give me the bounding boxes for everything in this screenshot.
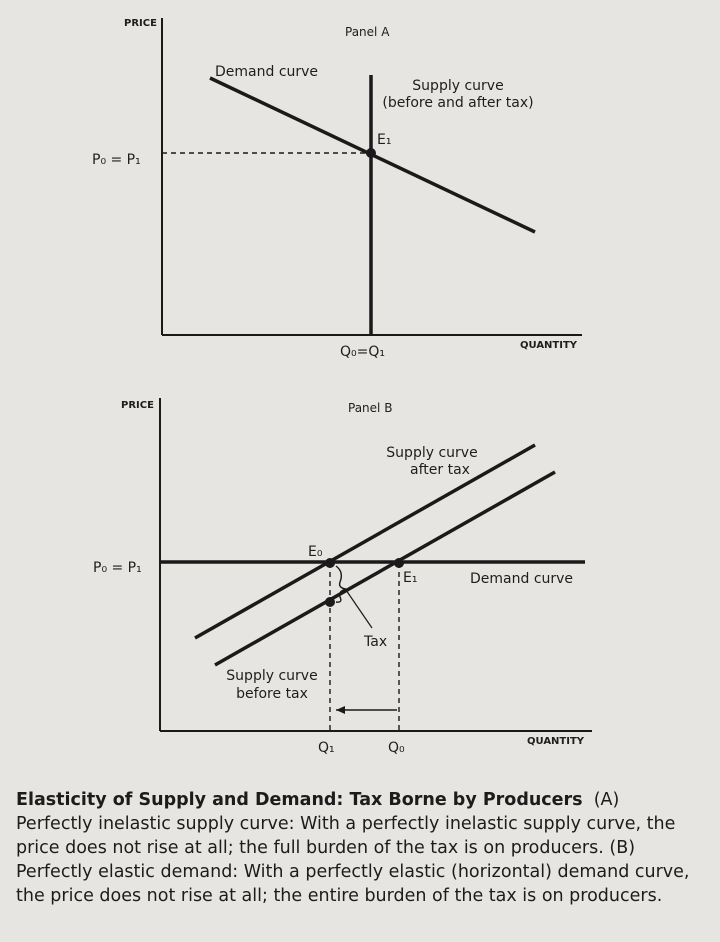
supply-after-tax bbox=[194, 443, 536, 640]
supply-after-label: after tax bbox=[410, 462, 470, 478]
y-axis-label: PRICE bbox=[121, 400, 154, 411]
x-axis-label: QUANTITY bbox=[520, 340, 578, 351]
e1-point bbox=[394, 558, 404, 568]
arrow-head bbox=[336, 706, 345, 714]
supply-before-label: before tax bbox=[236, 686, 308, 702]
caption: Elasticity of Supply and Demand: Tax Bor… bbox=[16, 788, 696, 908]
y-axis-label: PRICE bbox=[124, 18, 157, 29]
tax-pointer bbox=[345, 589, 373, 629]
supply-before-tax bbox=[214, 470, 556, 667]
tax-label: Tax bbox=[363, 634, 387, 650]
equilibrium-point bbox=[366, 148, 376, 158]
demand-label: Demand curve bbox=[215, 64, 318, 80]
supply-after-label: Supply curve bbox=[386, 445, 477, 461]
supply-label: (before and after tax) bbox=[382, 95, 533, 111]
e0-point bbox=[325, 558, 335, 568]
price-label: P₀ = P₁ bbox=[93, 560, 142, 576]
tax-brace bbox=[335, 565, 347, 603]
caption-title: Elasticity of Supply and Demand: Tax Bor… bbox=[16, 790, 583, 810]
quantity-label: Q₀=Q₁ bbox=[340, 344, 385, 360]
equilibrium-label: E₁ bbox=[377, 132, 391, 148]
e0-label: E₀ bbox=[308, 544, 323, 560]
panel-a: PRICE QUANTITY Panel A Demand curve Supp… bbox=[92, 18, 582, 360]
supply-before-label: Supply curve bbox=[226, 668, 317, 684]
x-axis-label: QUANTITY bbox=[527, 736, 585, 747]
q0-label: Q₀ bbox=[388, 740, 405, 756]
diagrams: PRICE QUANTITY Panel A Demand curve Supp… bbox=[92, 18, 592, 756]
producer-price-point bbox=[325, 597, 335, 607]
supply-label: Supply curve bbox=[412, 78, 503, 94]
panel-b: PRICE QUANTITY Panel B Supply curve afte… bbox=[93, 398, 592, 756]
e1-label: E₁ bbox=[403, 570, 417, 586]
price-label: P₀ = P₁ bbox=[92, 152, 141, 168]
panel-title: Panel B bbox=[348, 401, 392, 415]
caption-text: (A) Perfectly inelastic supply curve: Wi… bbox=[16, 790, 690, 906]
panel-title: Panel A bbox=[345, 25, 390, 39]
q1-label: Q₁ bbox=[318, 740, 335, 756]
demand-label: Demand curve bbox=[470, 571, 573, 587]
